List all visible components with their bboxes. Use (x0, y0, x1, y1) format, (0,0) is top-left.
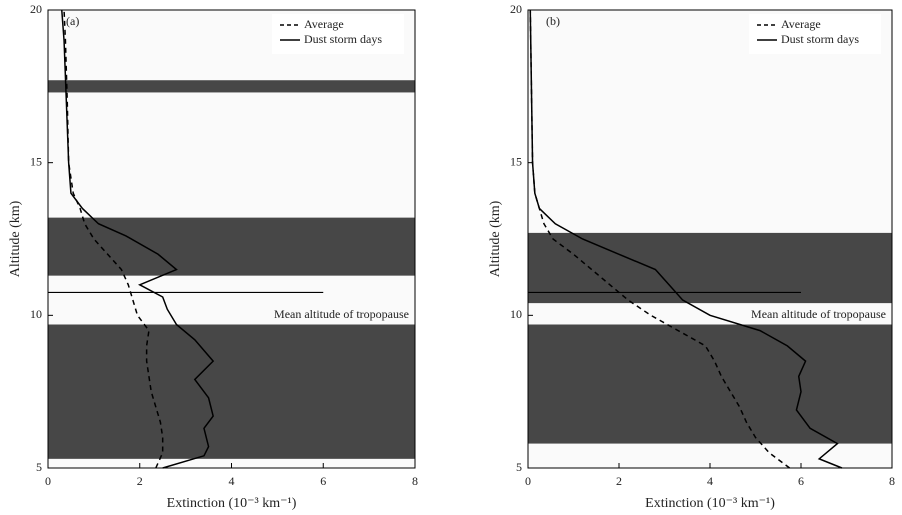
altitude-band (48, 80, 415, 93)
x-axis-label: Extinction (10⁻³ km⁻¹) (167, 496, 297, 511)
tropopause-label: Mean altitude of tropopause (274, 307, 409, 321)
panel-label: (a) (66, 14, 79, 28)
y-tick-label: 20 (30, 2, 42, 16)
x-tick-label: 8 (889, 474, 895, 488)
tropopause-label: Mean altitude of tropopause (751, 307, 886, 321)
x-tick-label: 4 (229, 474, 235, 488)
y-tick-label: 15 (510, 154, 522, 168)
profile-line (61, 9, 215, 469)
profile-line (63, 9, 164, 469)
x-tick-label: 0 (45, 474, 51, 488)
y-tick-label: 20 (510, 2, 522, 16)
legend-box (749, 14, 881, 54)
altitude-band (48, 217, 415, 276)
y-tick-label: 10 (30, 307, 42, 321)
x-tick-label: 8 (412, 474, 418, 488)
x-axis-label: Extinction (10⁻³ km⁻¹) (645, 496, 775, 511)
x-tick-label: 2 (616, 474, 622, 488)
altitude-band (528, 232, 892, 304)
x-tick-label: 6 (320, 474, 326, 488)
y-axis-label: Altitude (km) (8, 200, 23, 277)
legend-box (272, 14, 404, 54)
y-tick-label: 10 (510, 307, 522, 321)
legend-label: Dust storm days (304, 32, 382, 46)
y-axis-label: Altitude (km) (488, 200, 503, 277)
y-tick-label: 5 (516, 460, 522, 474)
legend-label: Average (781, 17, 821, 31)
x-tick-label: 0 (525, 474, 531, 488)
legend-label: Average (304, 17, 344, 31)
profile-line (529, 9, 843, 469)
panel-label: (b) (546, 14, 560, 28)
x-tick-label: 2 (137, 474, 143, 488)
altitude-band (48, 324, 415, 459)
altitude-band (528, 324, 892, 444)
x-tick-label: 6 (798, 474, 804, 488)
y-tick-label: 5 (36, 460, 42, 474)
legend-label: Dust storm days (781, 32, 859, 46)
x-tick-label: 4 (707, 474, 713, 488)
y-tick-label: 15 (30, 154, 42, 168)
